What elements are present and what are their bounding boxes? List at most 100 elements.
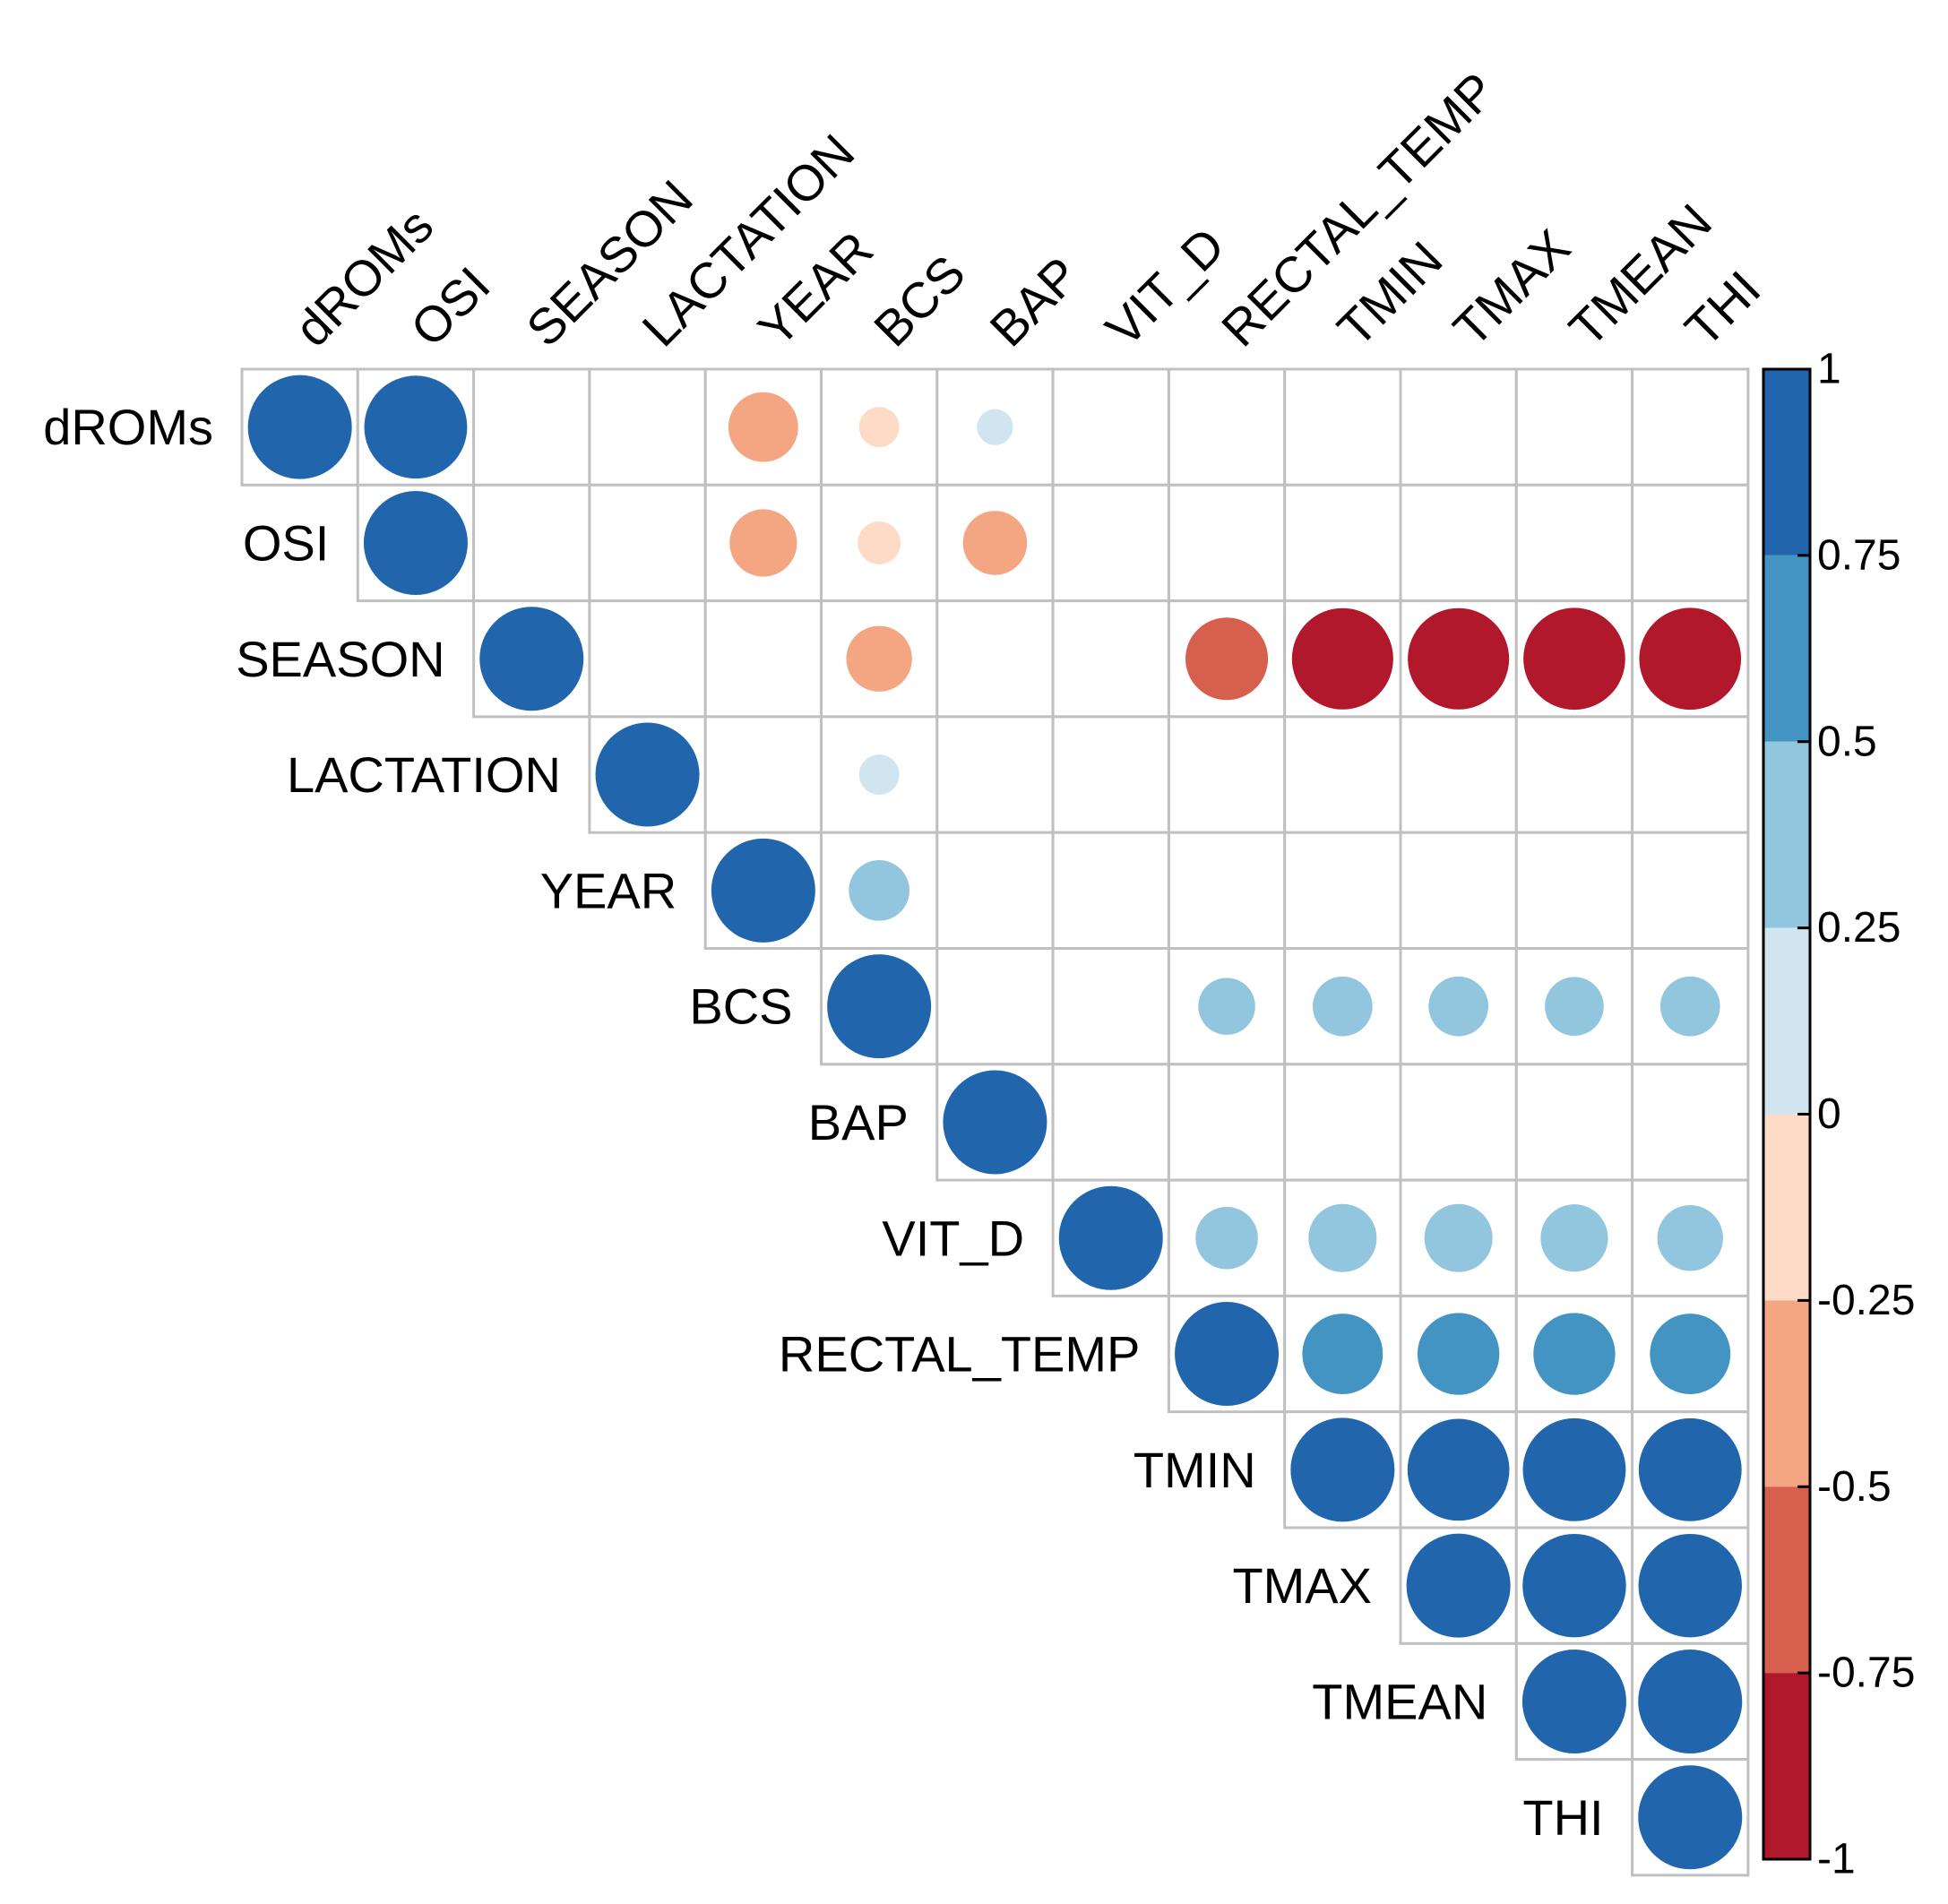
grid-cell-season-bap [935, 599, 1055, 719]
corr-circle-season-season [479, 607, 584, 711]
row-label-year: YEAR [540, 862, 677, 918]
corr-circle-vit-d-tmean [1540, 1204, 1608, 1272]
grid-cell-year-bap [935, 831, 1055, 951]
grid-cell-lactation-bap [935, 715, 1055, 834]
grid-cell-lactation-bcs [820, 715, 939, 834]
grid-cell-season-lactation [588, 599, 707, 719]
colorbar-bin [1763, 741, 1810, 928]
grid-cell-lactation-rectal-temp [1167, 715, 1287, 834]
grid-cell-bap-tmin [1283, 1063, 1402, 1182]
row-label-tmean: TMEAN [1312, 1673, 1487, 1729]
corr-circle-season-bcs [846, 625, 912, 692]
grid-cell-bap-rectal-temp [1167, 1063, 1287, 1182]
row-label-osi: OSI [243, 514, 329, 571]
corr-circle-season-thi [1639, 607, 1742, 711]
grid-cell-droms-tmean [1514, 367, 1634, 487]
grid-cell-osi-tmin [1283, 483, 1402, 603]
colorbar-tick-label: -1 [1817, 1836, 1856, 1883]
grid-cell-bap-thi [1631, 1063, 1750, 1182]
corr-circle-droms-osi [364, 375, 468, 479]
corr-circle-droms-year [728, 392, 798, 462]
corr-circle-season-tmean [1523, 607, 1625, 711]
grid-cell-lactation-tmin [1283, 715, 1402, 834]
colorbar-bin [1763, 1486, 1810, 1674]
corr-circle-season-tmax [1408, 607, 1510, 710]
grid-cell-year-tmean [1514, 831, 1634, 951]
corr-circle-vit-d-tmin [1308, 1203, 1377, 1272]
corr-circle-year-bcs [849, 860, 909, 921]
corr-circle-bcs-tmin [1313, 976, 1373, 1037]
grid-cell-droms-tmin [1283, 367, 1402, 487]
corr-circle-bap-bap [943, 1070, 1047, 1175]
colorbar-tick-label: -0.5 [1817, 1463, 1892, 1511]
corr-circle-tmean-tmean [1521, 1649, 1626, 1753]
corr-circle-osi-bcs [858, 521, 901, 564]
corr-circle-lactation-lactation [595, 722, 700, 827]
corr-circle-vit-d-vit-d [1058, 1185, 1163, 1290]
grid-cell-season-year [703, 599, 823, 719]
row-label-rectal-temp: RECTAL_TEMP [779, 1326, 1140, 1383]
row-label-lactation: LACTATION [287, 746, 561, 803]
grid-cell-year-tmax [1399, 831, 1518, 951]
row-label-season: SEASON [236, 631, 444, 687]
corr-circle-bcs-tmean [1545, 977, 1604, 1036]
corr-circle-rectal-temp-rectal-temp [1175, 1302, 1280, 1407]
colorbar-tick-label: -0.75 [1817, 1650, 1915, 1697]
colorbar-tick-label: 0.25 [1817, 904, 1901, 952]
grid-cell-droms-thi [1631, 367, 1750, 487]
corr-circle-osi-osi [363, 490, 468, 595]
circle-layer [247, 375, 1743, 1870]
corr-circle-bcs-bcs [827, 954, 932, 1059]
colorbar-tick-label: 0.5 [1817, 718, 1877, 765]
row-label-vit-d: VIT_D [882, 1210, 1024, 1266]
grid-cell-bcs-vit-d [1051, 947, 1170, 1066]
grid-cell-osi-season [472, 483, 591, 603]
corr-circle-rectal-temp-tmax [1417, 1313, 1500, 1395]
col-label-tmax: TMAX [1443, 219, 1582, 358]
corr-circle-season-tmin [1291, 607, 1393, 710]
corr-circle-thi-thi [1638, 1765, 1743, 1870]
corr-circle-rectal-temp-tmean [1533, 1313, 1616, 1395]
corr-circle-tmean-thi [1638, 1649, 1743, 1753]
grid-cell-osi-tmax [1399, 483, 1518, 603]
grid-cell-year-tmin [1283, 831, 1402, 951]
corr-circle-tmin-tmax [1407, 1418, 1510, 1521]
corr-circle-tmax-tmax [1406, 1533, 1511, 1638]
grid-cell-year-vit-d [1051, 831, 1170, 951]
colorbar-tick-label: -0.25 [1817, 1277, 1915, 1324]
grid-cell-droms-tmax [1399, 367, 1518, 487]
colorbar-tick-label: 1 [1817, 346, 1841, 393]
grid-cell-bcs-bap [935, 947, 1055, 1066]
corr-circle-tmin-tmin [1290, 1417, 1395, 1522]
grid-cell-lactation-thi [1631, 715, 1750, 834]
corr-circle-tmax-thi [1638, 1533, 1742, 1638]
corr-circle-year-year [711, 838, 815, 943]
colorbar-tick-label: 0.75 [1817, 531, 1901, 579]
colorbar: 1 0.75 0.5 0.25 0 -0.25 -0.5 -0.75 -1 [1762, 346, 1915, 1883]
grid-cell-bap-tmax [1399, 1063, 1518, 1182]
corr-circle-bcs-thi [1659, 976, 1720, 1037]
row-label-droms: dROMs [43, 399, 213, 455]
grid-cell-year-thi [1631, 831, 1750, 951]
grid-cell-lactation-tmean [1514, 715, 1634, 834]
grid-cell-lactation-tmax [1399, 715, 1518, 834]
corr-circle-rectal-temp-tmin [1302, 1314, 1383, 1394]
grid-cell-bap-tmean [1514, 1063, 1634, 1182]
grid-cell-osi-lactation [588, 483, 707, 603]
colorbar-bin [1763, 1300, 1810, 1487]
corr-circle-season-rectal-temp [1185, 617, 1269, 701]
col-label-bap: BAP [978, 246, 1090, 358]
corr-circle-droms-bcs [858, 407, 900, 448]
grid-cell-osi-vit-d [1051, 483, 1170, 603]
row-label-tmin: TMIN [1133, 1442, 1256, 1498]
corr-circle-bcs-rectal-temp [1198, 978, 1255, 1035]
grid-cell-lactation-year [703, 715, 823, 834]
row-label-bcs: BCS [689, 978, 792, 1035]
colorbar-bin [1763, 369, 1810, 556]
corr-circle-osi-year [729, 509, 797, 577]
grid-cell-year-rectal-temp [1167, 831, 1287, 951]
grid-cell-osi-tmean [1514, 483, 1634, 603]
colorbar-bin [1763, 927, 1810, 1115]
grid-cell-osi-thi [1631, 483, 1750, 603]
